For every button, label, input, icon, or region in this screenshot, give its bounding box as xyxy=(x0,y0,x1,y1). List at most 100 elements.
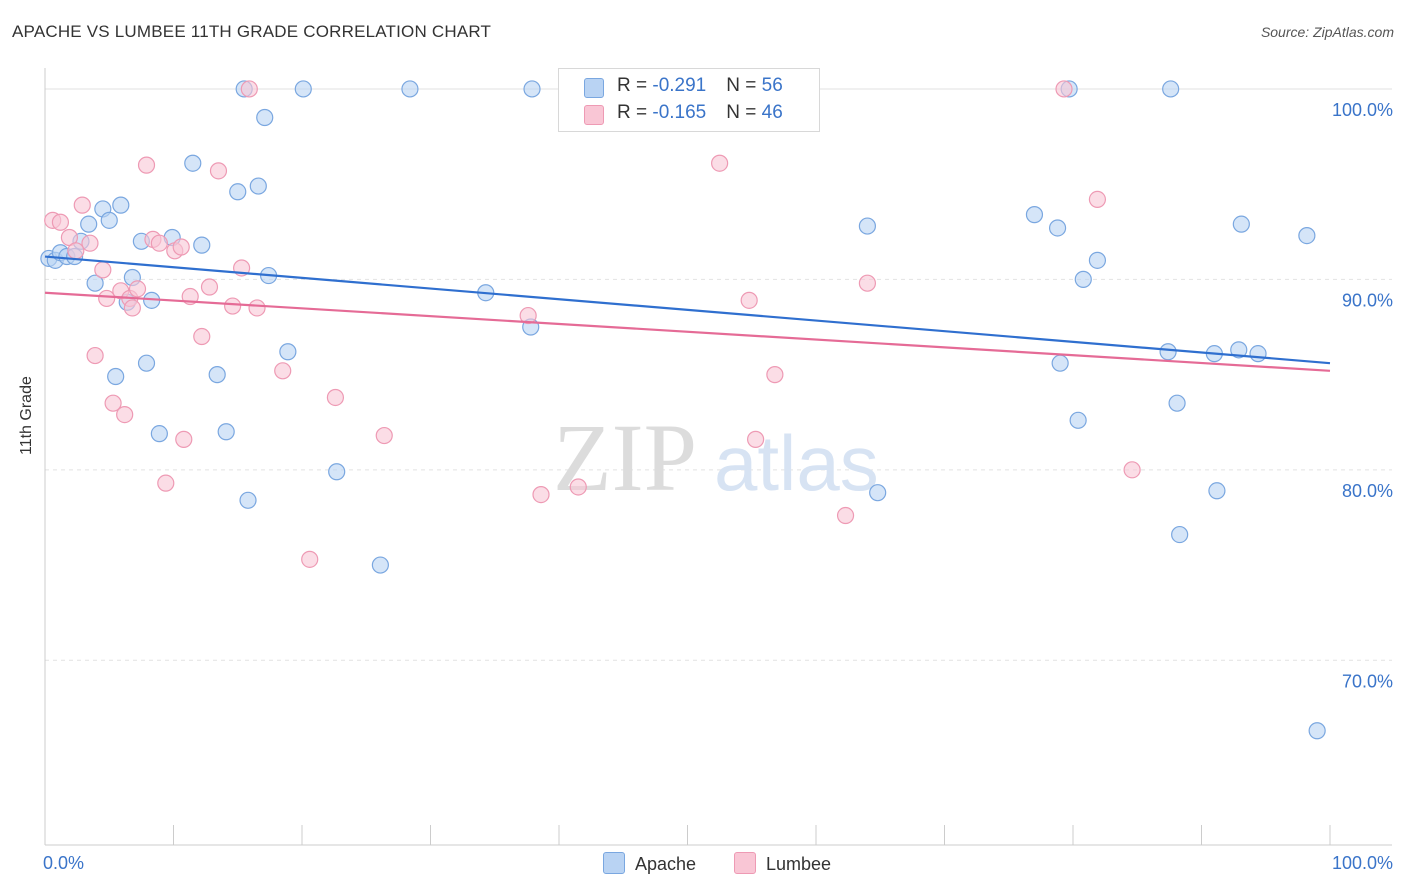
lumbee-point xyxy=(81,234,99,252)
apache-point xyxy=(193,236,211,254)
lumbee-point xyxy=(1088,190,1107,209)
x-tick-label-end: 100.0% xyxy=(1332,853,1393,873)
apache-point xyxy=(229,183,247,201)
watermark-zip: ZIP xyxy=(553,404,697,511)
y-tick-label: 80.0% xyxy=(1342,481,1393,501)
apache-point xyxy=(86,274,104,292)
lumbee-point xyxy=(858,274,877,292)
apache-point xyxy=(184,154,202,172)
lumbee-point xyxy=(175,430,193,448)
apache-point xyxy=(1168,394,1186,412)
apache-n-value: 56 xyxy=(761,75,783,96)
y-tick-label: 90.0% xyxy=(1342,290,1393,310)
lumbee-point xyxy=(519,306,537,325)
apache-point xyxy=(100,211,118,229)
apache-point xyxy=(523,80,541,98)
lumbee-point xyxy=(123,299,141,317)
apache-point xyxy=(1088,251,1107,269)
lumbee-point xyxy=(747,430,765,448)
trend-lines xyxy=(44,255,1331,372)
apache-point xyxy=(1162,80,1180,98)
lumbee-legend-label: Lumbee xyxy=(766,854,832,874)
lumbee-point xyxy=(301,550,319,568)
apache-point xyxy=(150,425,168,443)
lumbee-point xyxy=(240,80,258,98)
apache-r-value: -0.291 xyxy=(652,75,707,96)
apache-point xyxy=(869,484,887,502)
lumbee-point xyxy=(94,261,112,279)
lumbee-point xyxy=(157,474,175,492)
apache-point xyxy=(371,556,389,574)
lumbee-point xyxy=(67,242,85,260)
stats-legend: R = -0.291 N = 56 R = -0.165 N = 46 xyxy=(558,68,820,132)
y-tick-label: 70.0% xyxy=(1342,671,1393,691)
apache-point xyxy=(294,80,312,98)
apache-point xyxy=(1069,411,1087,429)
data-points xyxy=(40,80,1326,740)
apache-point xyxy=(249,177,267,195)
lumbee-point xyxy=(274,362,292,380)
lumbee-point xyxy=(532,485,550,504)
lumbee-point xyxy=(104,394,122,412)
apache-point xyxy=(1048,219,1067,237)
lumbee-r-value: -0.165 xyxy=(652,102,707,123)
watermark: ZIP atlas xyxy=(553,404,879,511)
legend-item-lumbee[interactable]: Lumbee xyxy=(734,852,831,875)
lumbee-point xyxy=(137,156,156,174)
apache-point xyxy=(279,343,297,361)
lumbee-point xyxy=(98,289,116,308)
apache-point xyxy=(1208,482,1226,500)
apache-point xyxy=(328,463,346,481)
legend-item-apache[interactable]: Apache xyxy=(603,852,696,875)
apache-point xyxy=(1171,525,1189,544)
apache-point xyxy=(1025,206,1044,224)
apache-point xyxy=(1308,722,1326,740)
lumbee-point xyxy=(73,196,91,214)
legend-row-apache: R = -0.291 N = 56 xyxy=(584,75,783,98)
lumbee-trend-line xyxy=(44,291,1331,372)
apache-point xyxy=(1232,215,1250,233)
lumbee-point xyxy=(51,213,70,231)
lumbee-swatch xyxy=(584,105,604,125)
apache-r-label: R = xyxy=(617,75,653,96)
apache-point xyxy=(112,196,130,214)
apache-point xyxy=(208,366,226,384)
apache-n-label: N = xyxy=(726,75,762,96)
lumbee-point xyxy=(326,388,345,407)
lumbee-point xyxy=(200,278,219,296)
apache-point xyxy=(217,423,235,441)
lumbee-point xyxy=(172,238,190,256)
lumbee-n-label: N = xyxy=(726,102,762,123)
apache-point xyxy=(256,108,274,127)
lumbee-point xyxy=(766,366,784,384)
lumbee-point xyxy=(1123,461,1141,479)
chart-title: APACHE VS LUMBEE 11TH GRADE CORRELATION … xyxy=(12,22,492,41)
lumbee-point xyxy=(711,154,729,172)
apache-legend-swatch xyxy=(603,852,625,874)
legend-row-lumbee: R = -0.165 N = 46 xyxy=(584,102,783,125)
lumbee-legend-swatch xyxy=(734,852,756,874)
tick-labels: 100.0% 90.0% 80.0% 70.0% 0.0% 100.0% xyxy=(43,100,1393,873)
apache-point xyxy=(1051,354,1069,372)
y-axis-label: 11th Grade xyxy=(18,376,35,455)
apache-point xyxy=(401,80,419,98)
lumbee-point xyxy=(248,299,266,317)
lumbee-point xyxy=(375,426,393,445)
lumbee-point xyxy=(150,234,168,252)
apache-legend-label: Apache xyxy=(635,854,697,874)
apache-point xyxy=(1249,345,1267,363)
apache-point xyxy=(107,367,125,386)
apache-point xyxy=(1074,270,1092,288)
lumbee-point xyxy=(836,506,855,525)
lumbee-point xyxy=(128,280,147,298)
gridlines xyxy=(45,88,1392,661)
lumbee-point xyxy=(740,291,758,309)
lumbee-point xyxy=(1055,80,1073,98)
apache-point xyxy=(80,215,98,233)
apache-point xyxy=(239,491,257,509)
lumbee-point xyxy=(224,297,242,315)
lumbee-point xyxy=(116,406,134,424)
y-tick-label: 100.0% xyxy=(1332,100,1393,120)
apache-point xyxy=(1159,343,1177,361)
axes xyxy=(44,68,1392,846)
